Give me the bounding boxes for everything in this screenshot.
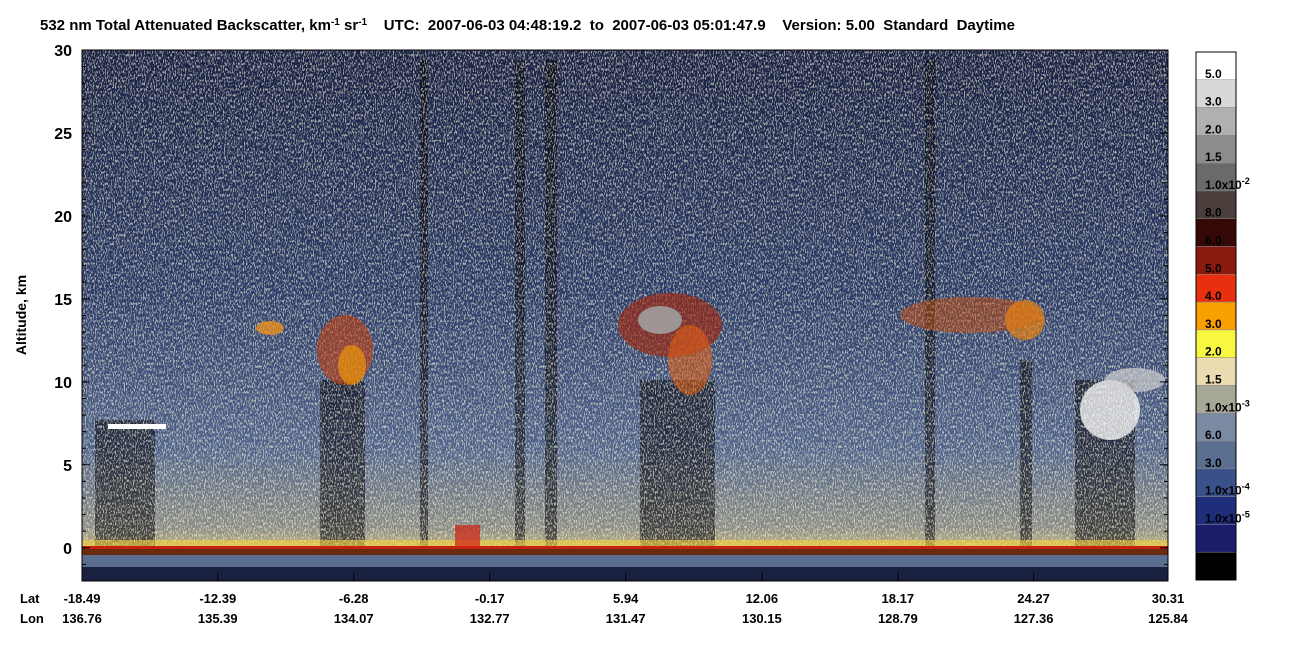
colorbar-label: 1.0x10-4: [1205, 482, 1250, 498]
title-superscript: -1: [331, 17, 340, 28]
title-text: 532 nm Total Attenuated Backscatter, km: [40, 17, 331, 34]
colorbar-label-exponent: -3: [1242, 398, 1250, 408]
colorbar-label-text: 6.0: [1205, 428, 1222, 442]
colorbar-segment: [1195, 79, 1237, 108]
y-tick-label: 0: [63, 541, 72, 558]
lon-tick-label: 132.77: [470, 611, 510, 626]
colorbar-label: 1.0x10-2: [1205, 176, 1250, 192]
colorbar-label-text: 8.0: [1205, 206, 1222, 220]
y-tick-label: 20: [54, 209, 72, 226]
x-tick-label: -18.49: [64, 591, 101, 606]
colorbar-segment: [1195, 440, 1237, 470]
colorbar-label: 2.0: [1205, 345, 1222, 359]
lon-tick-label: 136.76: [62, 611, 102, 626]
colorbar-label-text: 2.0: [1205, 345, 1222, 359]
x-tick-label: -0.17: [475, 591, 505, 606]
colorbar-label-text: 4.0: [1205, 289, 1222, 303]
colorbar-label: 3.0: [1205, 317, 1222, 331]
cloud-features: [82, 293, 1168, 581]
colorbar-segment: [1195, 274, 1237, 303]
colorbar-label: 4.0: [1205, 289, 1222, 303]
colorbar-label-exponent: -2: [1242, 176, 1250, 186]
colorbar-label: 1.5: [1205, 150, 1222, 164]
lon-tick-label: 135.39: [198, 611, 238, 626]
colorbar-label-text: 3.0: [1205, 456, 1222, 470]
x-tick-label: 18.17: [882, 591, 915, 606]
colorbar-label: 2.0: [1205, 122, 1222, 136]
lon-tick-label: 134.07: [334, 611, 374, 626]
lon-tick-label: 130.15: [742, 611, 782, 626]
lon-tick-label: 127.36: [1014, 611, 1054, 626]
colorbar-label-exponent: -4: [1242, 482, 1250, 492]
x-tick-label: 24.27: [1017, 591, 1050, 606]
lon-tick-label: 131.47: [606, 611, 646, 626]
colorbar: 5.03.02.01.51.0x10-28.06.05.04.03.02.01.…: [1195, 51, 1250, 581]
chart-title: 532 nm Total Attenuated Backscatter, km-…: [40, 17, 1015, 35]
x-tick-label: -12.39: [199, 591, 236, 606]
y-tick-label: 5: [63, 458, 72, 475]
x-tick-label: 12.06: [746, 591, 779, 606]
colorbar-label-text: 6.0: [1205, 234, 1222, 248]
plot-area: [82, 50, 1168, 581]
colorbar-label: 1.0x10-3: [1205, 398, 1250, 414]
x-tick-label: 5.94: [613, 591, 639, 606]
colorbar-segment: [1195, 246, 1237, 275]
lon-tick-label: 125.84: [1148, 611, 1189, 626]
colorbar-label: 3.0: [1205, 95, 1222, 109]
colorbar-label: 1.5: [1205, 372, 1222, 386]
colorbar-label-text: 1.5: [1205, 372, 1222, 386]
title-superscript: -1: [358, 17, 367, 28]
y-tick-label: 15: [54, 292, 72, 309]
colorbar-segment: [1195, 468, 1237, 497]
colorbar-label-text: 1.0x10: [1205, 178, 1242, 192]
colorbar-label-text: 1.0x10: [1205, 400, 1242, 414]
colorbar-label-exponent: -5: [1242, 509, 1250, 519]
colorbar-label-text: 2.0: [1205, 122, 1222, 136]
colorbar-segment: [1195, 496, 1237, 525]
colorbar-label: 1.0x10-5: [1205, 509, 1250, 525]
title-text: sr: [340, 17, 359, 34]
colorbar-frame: [1195, 51, 1237, 581]
x-row-label: Lat: [20, 591, 40, 606]
colorbar-segment: [1195, 551, 1237, 581]
y-tick-label: 30: [54, 43, 72, 60]
x-row-label: Lon: [20, 611, 44, 626]
colorbar-label-text: 3.0: [1205, 317, 1222, 331]
x-tick-label: 30.31: [1152, 591, 1185, 606]
y-tick-label: 10: [54, 375, 72, 392]
colorbar-segment: [1195, 524, 1237, 553]
colorbar-segment: [1195, 135, 1237, 164]
colorbar-label: 5.0: [1205, 261, 1222, 275]
colorbar-segment: [1195, 357, 1237, 386]
colorbar-label: 6.0: [1205, 234, 1222, 248]
lon-tick-label: 128.79: [878, 611, 918, 626]
colorbar-label: 3.0: [1205, 456, 1222, 470]
colorbar-segment: [1195, 413, 1237, 442]
colorbar-label-text: 1.0x10: [1205, 484, 1242, 498]
y-tick-label: 25: [54, 126, 72, 143]
colorbar-label-text: 5.0: [1205, 67, 1222, 81]
x-tick-label: -6.28: [339, 591, 369, 606]
y-axis-label: Altitude, km: [13, 275, 29, 355]
title-text: UTC: 2007-06-03 04:48:19.2 to 2007-06-03…: [367, 17, 1015, 34]
colorbar-label-text: 3.0: [1205, 95, 1222, 109]
colorbar-label-text: 5.0: [1205, 261, 1222, 275]
colorbar-label-text: 1.5: [1205, 150, 1222, 164]
colorbar-segment: [1195, 301, 1237, 331]
colorbar-label: 8.0: [1205, 206, 1222, 220]
colorbar-label-text: 1.0x10: [1205, 511, 1242, 525]
colorbar-label: 5.0: [1205, 67, 1222, 81]
colorbar-label: 6.0: [1205, 428, 1222, 442]
